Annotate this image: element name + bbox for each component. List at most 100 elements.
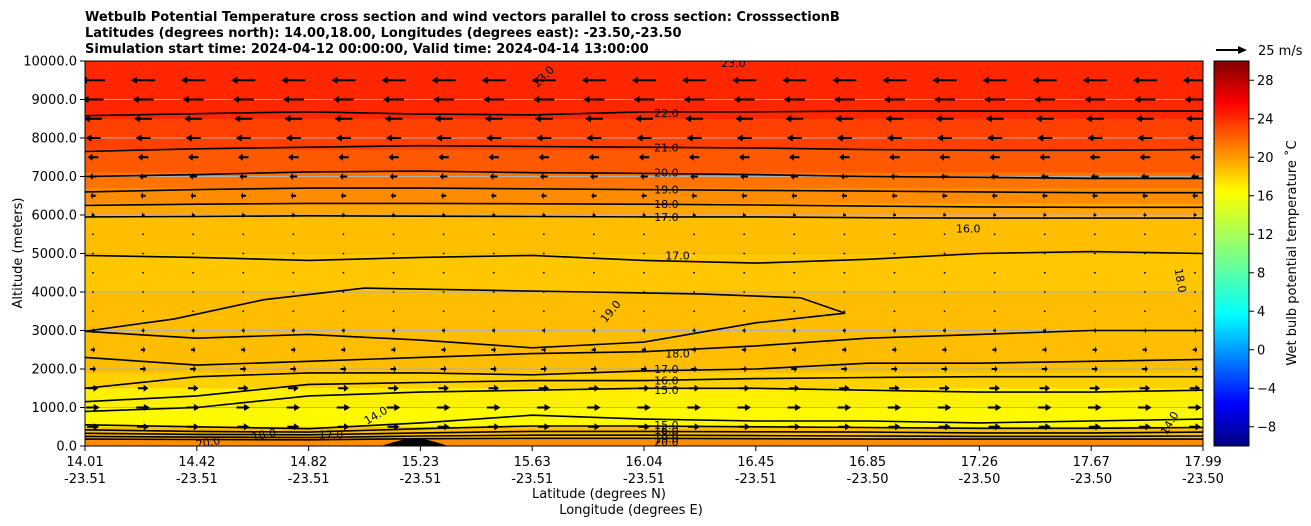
wind-vector [993,252,996,255]
colorbar-tick-label: 28 [1257,74,1274,89]
wind-vector [335,134,351,142]
wind-vector-head [1095,384,1101,392]
contour-line-21 [85,144,1203,153]
wind-vector [237,423,250,431]
wind-vector-head [738,153,744,161]
wind-vector [836,134,852,142]
wind-vector [638,423,650,431]
wind-vector [841,365,848,373]
wind-vector-head [844,423,851,431]
wind-vector-head [694,423,701,431]
y-tick-label: 0.0 [56,440,77,455]
wind-vector [441,346,446,354]
wind-vector [1040,173,1049,180]
wind-vector-head [939,153,945,161]
wind-vector-head [134,115,141,123]
wind-vector [292,271,295,274]
contour-lines [85,110,1203,441]
y-tick-label: 7000.0 [32,170,78,185]
wind-vector-head [692,211,694,219]
wind-vector [486,134,502,142]
wind-vector-head [139,173,143,180]
wind-vector [843,310,846,313]
wind-vector [242,252,245,255]
wind-vector-head [1045,384,1050,392]
wind-vector-head [339,173,344,180]
wind-vector [386,134,402,142]
wind-vector [438,153,449,161]
wind-vector [990,173,999,180]
wind-vector-head [434,115,441,123]
wind-vector [593,291,595,293]
wind-vector [190,365,197,373]
wind-vector [789,153,800,161]
contour-line-22 [85,110,1203,117]
wind-vector [238,384,249,392]
wind-vector [1192,192,1198,200]
wind-vector [1144,252,1146,255]
wind-vector [842,211,846,219]
wind-vector [687,404,701,411]
wind-vector [587,423,600,431]
wind-vector [235,134,251,142]
wind-vector-head [393,365,397,373]
wind-vector-head [895,404,902,411]
wind-vector [691,192,697,200]
contour-label: 16.0 [956,222,981,235]
wind-vector [792,346,797,354]
wind-vector [492,310,495,313]
wind-vector [242,291,245,293]
wind-vector [592,211,596,219]
wind-vector [186,404,200,411]
wind-vector-head [291,211,294,219]
wind-vector-head [494,404,501,411]
wind-vector-head [1035,115,1042,123]
wind-vector [292,291,295,293]
wind-vector [392,291,395,293]
terrain-silhouette [381,438,449,446]
wind-vector-head [1091,173,1095,180]
wind-vector-head [93,384,99,392]
wind-vector-head [288,153,293,161]
wind-vector-head [1093,211,1095,219]
wind-vector [789,384,800,392]
wind-vector [187,153,199,161]
wind-vector-head [1045,365,1048,373]
wind-vector-head [491,192,494,200]
wind-vector-head [240,192,244,200]
wind-vector-head [1085,115,1092,123]
wind-vector-head [93,365,96,373]
wind-vector [142,291,144,293]
wind-vector [1188,404,1202,411]
wind-vector-head [995,423,1001,431]
x-tick-label-longitude: -23.51 [511,472,553,487]
wind-vector [439,173,448,180]
wind-vector [542,291,545,293]
wind-vector [437,423,450,431]
wind-vector-head [791,192,795,200]
wind-vector-head [744,327,746,334]
wind-vector [336,404,351,411]
wind-vector-head [93,327,95,334]
wind-vector-head [1037,134,1044,142]
wind-vector [442,233,445,236]
wind-vector-head [632,76,638,84]
wind-vector [641,192,647,200]
wind-vector-head [1187,134,1194,142]
x-tick-label-longitude: -23.51 [735,472,777,487]
wind-vector [642,327,646,334]
wind-vector [434,115,453,123]
wind-vector-head [1195,365,1198,373]
wind-vector-head [944,346,947,354]
wind-vector-head [994,365,998,373]
wind-vector [1142,192,1148,200]
wind-vector [891,365,898,373]
wind-vector-head [786,134,793,142]
wind-vector [1141,173,1149,180]
wind-vector [992,346,997,354]
wind-vector-head [494,423,500,431]
x-tick-label-longitude: -23.50 [847,472,889,487]
wind-vector-head [844,327,846,334]
wind-vector [142,233,144,236]
wind-vector-head [588,153,594,161]
